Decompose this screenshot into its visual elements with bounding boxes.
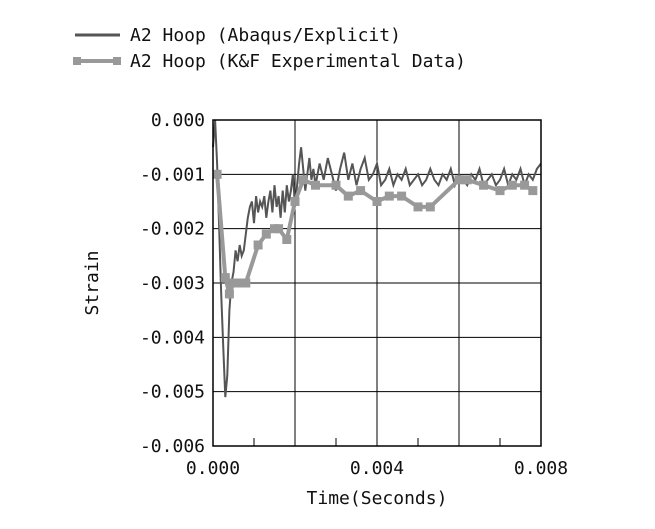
y-tick-label-6: -0.006 bbox=[140, 436, 205, 457]
data-point-experimental-18 bbox=[372, 197, 382, 206]
y-tick-label-2: -0.002 bbox=[140, 219, 205, 240]
y-tick-label-4: -0.004 bbox=[140, 327, 205, 348]
data-point-experimental-17 bbox=[356, 186, 366, 196]
data-point-experimental-24 bbox=[462, 175, 472, 185]
x-tick-label-0: 0.000 bbox=[186, 458, 240, 479]
x-tick-label-2: 0.004 bbox=[350, 458, 404, 479]
series-markers-experimental bbox=[212, 169, 538, 299]
data-point-experimental-0 bbox=[212, 169, 222, 179]
data-point-experimental-19 bbox=[384, 191, 394, 201]
data-point-experimental-23 bbox=[454, 175, 464, 185]
data-point-experimental-16 bbox=[343, 191, 353, 201]
data-point-experimental-10 bbox=[274, 224, 284, 234]
x-axis-title: Time(Seconds) bbox=[307, 488, 448, 509]
y-tick-label-1: -0.001 bbox=[140, 164, 205, 185]
y-tick-labels: 0.000 -0.001 -0.002 -0.003 -0.004 -0.005 -0.00… bbox=[140, 110, 205, 457]
data-point-experimental-14 bbox=[311, 180, 320, 190]
series-layer bbox=[212, 119, 542, 398]
data-point-experimental-11 bbox=[282, 235, 292, 244]
x-tick-labels: 0.000 0.004 0.008 bbox=[186, 458, 568, 479]
plot-frame bbox=[212, 119, 542, 447]
data-point-experimental-13 bbox=[298, 175, 308, 185]
y-tick-label-0: 0.000 bbox=[151, 110, 205, 131]
grid bbox=[212, 119, 542, 447]
data-point-experimental-6 bbox=[241, 278, 251, 288]
data-point-experimental-29 bbox=[528, 186, 538, 196]
data-point-experimental-12 bbox=[290, 197, 300, 206]
data-point-experimental-26 bbox=[495, 186, 505, 196]
legend-marker-experimental-right bbox=[113, 57, 121, 65]
data-point-experimental-28 bbox=[520, 180, 530, 190]
data-point-experimental-15 bbox=[331, 180, 341, 190]
data-point-experimental-21 bbox=[413, 202, 423, 212]
y-tick-label-3: -0.003 bbox=[140, 273, 205, 294]
data-point-experimental-7 bbox=[253, 240, 263, 250]
data-point-experimental-2 bbox=[224, 289, 234, 299]
data-point-experimental-27 bbox=[507, 180, 517, 190]
data-point-experimental-8 bbox=[261, 229, 271, 239]
y-tick-label-5: -0.005 bbox=[140, 382, 205, 403]
y-axis-title: Strain bbox=[82, 250, 103, 315]
data-point-experimental-20 bbox=[397, 191, 407, 201]
legend-marker-experimental-left bbox=[73, 57, 81, 65]
data-point-experimental-1 bbox=[220, 273, 230, 283]
legend: A2 Hoop (Abaqus/Explicit) A2 Hoop (K&F E… bbox=[73, 25, 466, 72]
data-point-experimental-25 bbox=[479, 180, 489, 190]
legend-label-abaqus: A2 Hoop (Abaqus/Explicit) bbox=[130, 25, 401, 46]
data-point-experimental-22 bbox=[425, 202, 435, 212]
legend-label-experimental: A2 Hoop (K&F Experimental Data) bbox=[130, 51, 466, 72]
x-tick-label-4: 0.008 bbox=[514, 458, 568, 479]
